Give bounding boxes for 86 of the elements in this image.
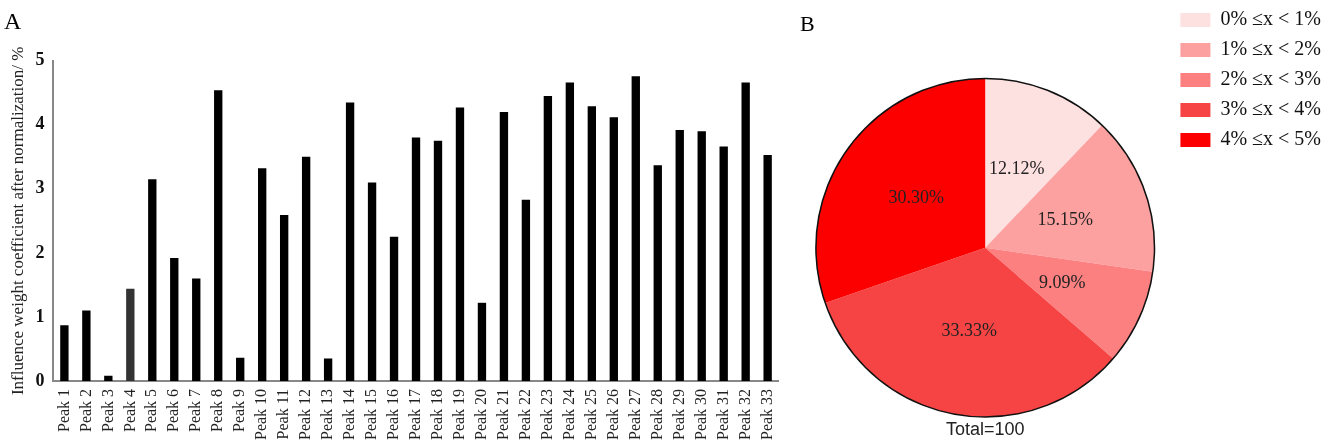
x-tick-label: Peak 18 [428,388,446,441]
bar [301,156,311,381]
x-tick-label: Peak 27 [625,388,643,441]
x-tick-label: Peak 5 [142,388,160,433]
x-tick-label: Peak 10 [252,388,270,441]
bar [763,154,772,381]
x-tick-label: Peak 15 [362,388,380,441]
bar [521,199,531,381]
x-tick-label: Peak 28 [647,388,665,441]
x-tick-label: Peak 19 [450,388,468,441]
data-label: 9.09% [1038,271,1086,292]
y-tick-label: 0 [35,369,45,390]
bar [411,137,421,381]
bar [565,82,575,381]
bar [126,288,135,381]
x-tick-label: Peak 26 [604,388,622,441]
bar [741,82,750,381]
x-tick-label: Peak 20 [472,388,490,441]
y-tick-label: 5 [35,49,45,70]
y-axis-title: Influence weight coefficient after normalization/ % [7,46,27,396]
legend-label: 4% ≤x < 5% [1220,127,1321,150]
bar [60,325,69,381]
x-tick-label: Peak 9 [230,388,248,433]
x-tick-label: Peak 8 [208,388,226,433]
bar [455,107,465,381]
bar [367,182,377,381]
bar [477,302,487,381]
data-label: 15.15% [1037,208,1093,229]
data-label: 30.30% [888,187,945,208]
bar [499,112,509,381]
chart-title: A [4,7,22,34]
bar [345,102,355,381]
data-label: 12.12% [988,157,1045,178]
data-label: 33.33% [941,319,997,340]
bar [323,358,333,381]
legend-label: 0% ≤x < 1% [1220,7,1321,30]
x-tick-label: Peak 13 [318,388,336,441]
x-tick-label: Peak 31 [713,388,731,441]
text: Total=100 [945,418,1025,439]
bar [653,165,662,381]
y-tick-label: 1 [35,305,45,326]
legend-label: 2% ≤x < 3% [1220,67,1321,90]
bar [192,278,201,381]
bar [236,357,245,381]
x-tick-label: Peak 33 [757,388,775,441]
bar [719,146,728,381]
x-tick-label: Peak 1 [54,388,72,433]
y-tick-label: 4 [35,113,45,134]
x-tick-label: Peak 12 [296,388,314,441]
bar [587,106,597,381]
x-tick-label: Peak 7 [186,388,204,433]
bar [609,117,618,381]
bar [543,96,553,381]
x-tick-label: Peak 32 [735,388,753,441]
bar [148,179,157,381]
bar [697,131,706,381]
x-tick-label: Peak 21 [494,388,512,441]
bar [82,310,91,381]
x-tick-label: Peak 23 [538,388,556,441]
x-tick-label: Peak 22 [516,388,534,441]
legend-label: 3% ≤x < 4% [1220,97,1321,120]
bar [631,76,640,381]
bar [389,236,399,381]
x-tick-label: Peak 25 [582,388,600,441]
bar [214,90,223,381]
bar [433,140,443,381]
x-tick-label: Peak 2 [76,388,94,433]
x-tick-label: Peak 17 [406,388,424,441]
bar [170,257,179,381]
x-tick-label: Peak 3 [98,388,116,433]
bar [258,168,267,381]
bar [104,375,113,381]
x-tick-label: Peak 24 [560,388,578,441]
x-tick-label: Peak 4 [120,388,138,433]
x-tick-label: Peak 6 [164,388,182,433]
y-tick-label: 3 [35,177,45,198]
y-tick-label: 2 [35,241,45,262]
legend-label: 1% ≤x < 2% [1220,37,1321,60]
x-tick-label: Peak 30 [691,388,709,441]
x-tick-label: Peak 14 [340,388,358,441]
chart-title: B [800,10,815,36]
x-tick-label: Peak 16 [384,388,402,441]
x-tick-label: Peak 11 [274,388,292,440]
bar [675,129,684,381]
bar [279,215,289,381]
x-tick-label: Peak 29 [669,388,687,441]
